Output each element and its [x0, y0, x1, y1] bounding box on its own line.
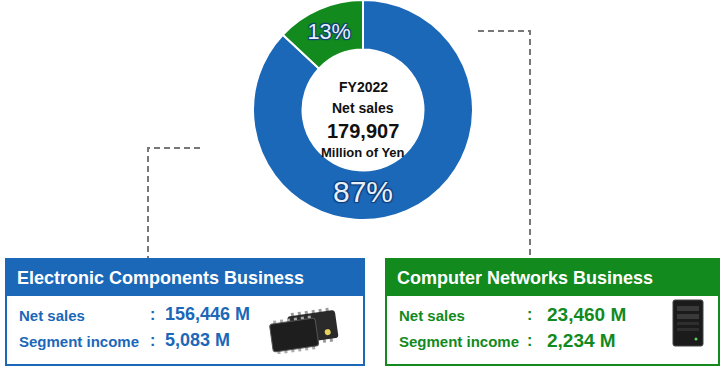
html-text:Segment income: Segment income	[399, 333, 519, 350]
html-text:Electronic Components Business: Electronic Components Business	[17, 268, 305, 288]
html-text:23,460 M: 23,460 M	[547, 304, 627, 325]
html-text:Net sales: Net sales	[399, 307, 465, 324]
html-text:5,083 M: 5,083 M	[165, 330, 230, 350]
svg-text:87%: 87%	[333, 175, 393, 208]
html-text:Computer Networks Business: Computer Networks Business	[397, 268, 654, 288]
svg-text:13%: 13%	[307, 19, 350, 44]
svg-text:FY2022: FY2022	[339, 79, 388, 95]
html-text:2,234 M: 2,234 M	[547, 330, 616, 351]
html-text:156,446 M: 156,446 M	[165, 304, 251, 324]
html-text:Net sales: Net sales	[19, 307, 85, 324]
svg-text:179,907: 179,907	[327, 120, 399, 142]
html-text:Segment income: Segment income	[19, 333, 139, 350]
svg-text:Net sales: Net sales	[332, 100, 394, 116]
svg-text:Million of Yen: Million of Yen	[321, 145, 405, 160]
